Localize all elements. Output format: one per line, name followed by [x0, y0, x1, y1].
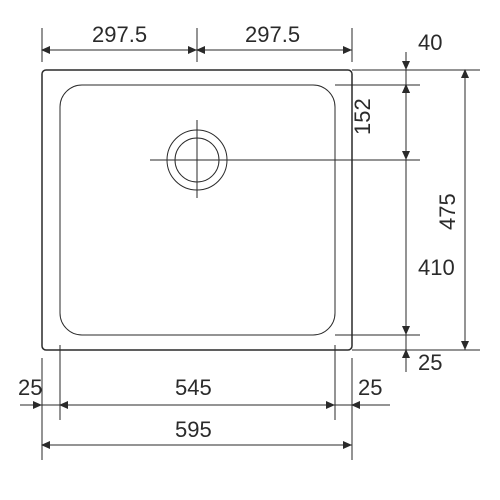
outer-basin	[42, 70, 352, 350]
dim-545: 545	[175, 375, 212, 400]
dim-410: 410	[418, 255, 455, 280]
dim-475: 475	[435, 193, 460, 230]
dim-152: 152	[350, 98, 375, 135]
sink-dimension-diagram: 297.5 297.5 40 152 410 475 25 545 25 25 …	[0, 0, 500, 500]
dim-595: 595	[175, 417, 212, 442]
dim-25-mid: 25	[358, 375, 382, 400]
dim-25-far: 25	[418, 350, 442, 375]
dim-top-right: 297.5	[245, 22, 300, 47]
dim-25-left: 25	[18, 375, 42, 400]
dim-top-left: 297.5	[92, 22, 147, 47]
dim-40: 40	[418, 30, 442, 55]
